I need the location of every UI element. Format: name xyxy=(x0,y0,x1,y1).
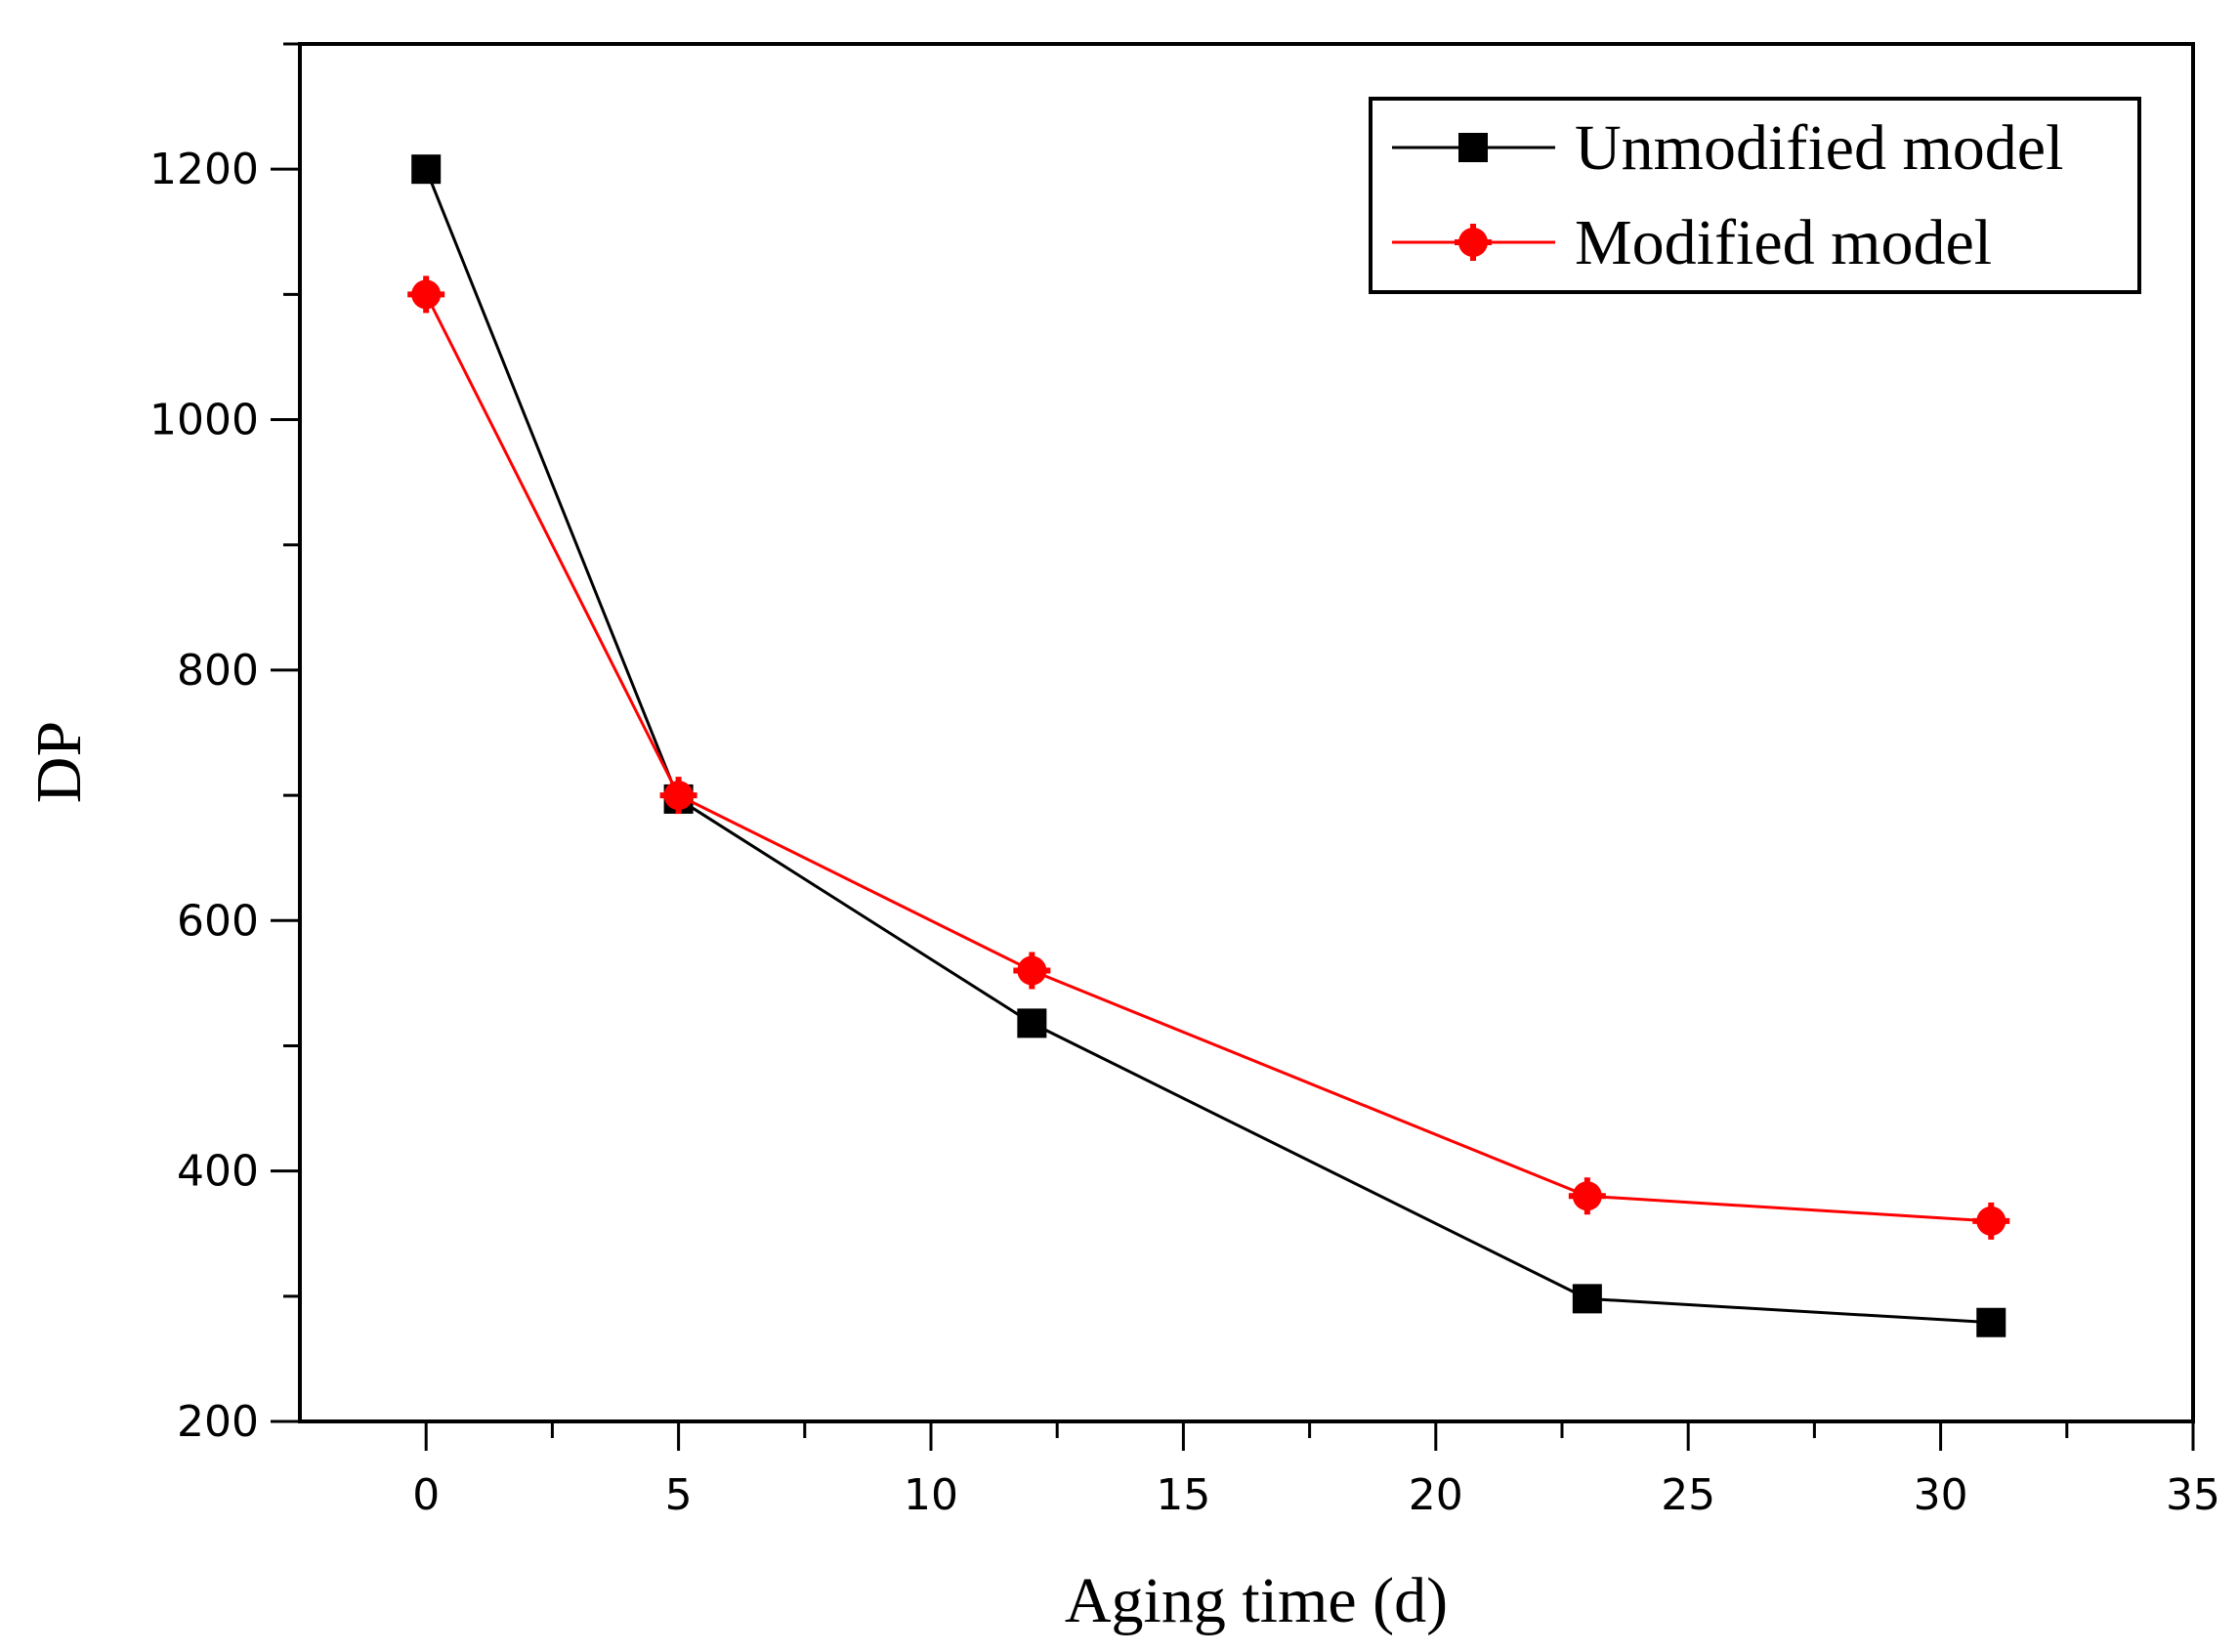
series-line xyxy=(424,293,1992,1223)
legend-marker-cross xyxy=(1455,224,1492,261)
x-axis-ticks: 0 5 10 15 20 25 30 35 xyxy=(412,1421,2220,1520)
plot-frame xyxy=(298,42,2195,1423)
data-point xyxy=(1976,1307,2006,1337)
x-tick-label: 15 xyxy=(1156,1470,1210,1520)
legend-label: Modified model xyxy=(1575,207,1992,278)
series-line xyxy=(424,168,1992,1325)
y-tick-label: 800 xyxy=(177,646,259,696)
data-point-cross xyxy=(1013,952,1051,990)
x-tick-label: 10 xyxy=(904,1470,958,1520)
x-axis-title: Aging time (d) xyxy=(1065,1565,1448,1636)
data-point xyxy=(411,154,442,185)
data-point-cross xyxy=(407,275,445,314)
y-tick-label: 400 xyxy=(177,1147,259,1197)
y-tick-label: 1000 xyxy=(149,396,259,445)
y-tick-label: 1200 xyxy=(149,145,259,194)
x-tick-label: 0 xyxy=(412,1470,440,1520)
y-tick-label: 600 xyxy=(177,896,259,946)
x-tick-label: 30 xyxy=(1914,1470,1968,1520)
series-modified-model xyxy=(407,275,2010,1240)
legend-item: Modified model xyxy=(1392,207,1992,278)
data-point xyxy=(1572,1284,1602,1314)
y-axis-ticks: 200 400 600 800 1000 1200 xyxy=(149,42,300,1447)
data-point xyxy=(1017,1008,1047,1038)
legend-label: Unmodified model xyxy=(1575,112,2063,184)
y-axis-title: DP xyxy=(23,721,95,803)
data-point-cross xyxy=(1972,1202,2010,1240)
legend-item: Unmodified model xyxy=(1392,112,2063,184)
data-point-cross xyxy=(659,777,697,815)
x-tick-label: 25 xyxy=(1661,1470,1715,1520)
x-tick-label: 35 xyxy=(2166,1470,2220,1520)
legend-box xyxy=(1369,97,2141,294)
y-tick-label: 200 xyxy=(177,1397,259,1447)
legend: Unmodified model Modified model xyxy=(1369,97,2141,294)
legend-marker xyxy=(1458,133,1488,162)
x-tick-label: 20 xyxy=(1409,1470,1463,1520)
series-unmodified-model xyxy=(411,154,2006,1337)
data-point-cross xyxy=(1568,1177,1606,1215)
series-layer xyxy=(407,154,2010,1337)
x-tick-label: 5 xyxy=(665,1470,693,1520)
